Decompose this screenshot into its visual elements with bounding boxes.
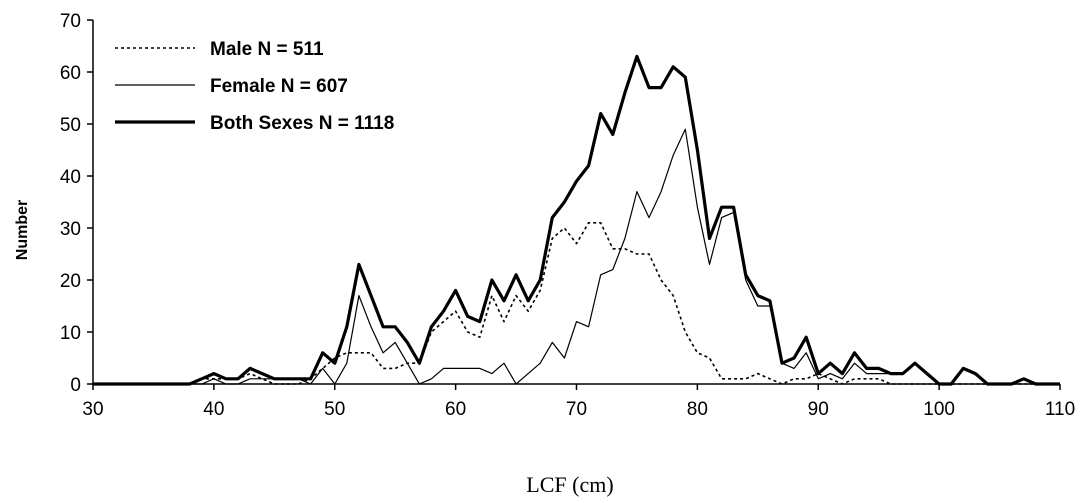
y-tick-label-0: 0: [70, 375, 81, 396]
y-tick-label-10: 10: [60, 323, 81, 344]
y-tick-label-30: 30: [60, 219, 81, 240]
legend: Male N = 511 Female N = 607 Both Sexes N =…: [115, 39, 394, 134]
y-tick-label-50: 50: [60, 115, 81, 136]
x-tick-label-30: 30: [82, 399, 103, 420]
x-tick-label-100: 100: [923, 399, 955, 420]
y-tick-label-70: 70: [60, 11, 81, 32]
y-tick-label-60: 60: [60, 63, 81, 84]
x-axis-label: LCF (cm): [526, 472, 613, 497]
legend-label-dotted: Male N = 511: [210, 39, 324, 60]
series-lines: [93, 54, 1060, 386]
series-line-dotted: [93, 222, 1060, 385]
series-line-thick: [93, 54, 1060, 386]
x-tick-label-90: 90: [808, 399, 829, 420]
legend-label-thin: Female N = 607: [210, 76, 348, 97]
x-tick-label-110: 110: [1045, 399, 1075, 420]
x-tick-label-40: 40: [203, 399, 224, 420]
x-tick-label-70: 70: [566, 399, 587, 420]
y-tick-label-20: 20: [60, 271, 81, 292]
y-axis-label: Number: [14, 200, 31, 260]
series-line-thin: [93, 128, 1060, 385]
axes: 0 10 20 30 40 50 60 70 30 40 50 60 70 80 90 100 110: [60, 11, 1075, 420]
x-tick-label-80: 80: [687, 399, 708, 420]
legend-label-thick: Both Sexes N = 1118: [210, 113, 394, 134]
x-tick-label-60: 60: [445, 399, 466, 420]
y-tick-label-40: 40: [60, 167, 81, 188]
x-tick-label-50: 50: [324, 399, 345, 420]
